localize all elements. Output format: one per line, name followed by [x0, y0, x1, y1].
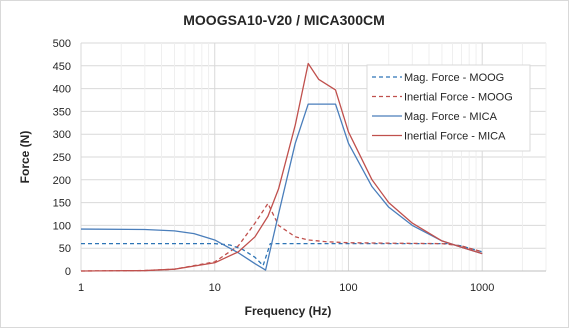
y-tick-label: 250 — [53, 152, 71, 164]
x-tick-label: 100 — [339, 282, 357, 294]
legend: Mag. Force - MOOG Inertial Force - MOOG Ma… — [366, 64, 531, 152]
legend-label-4: Inertial Force - MICA — [404, 131, 506, 143]
x-tick-label: 1 — [78, 282, 84, 294]
y-tick-label: 400 — [53, 84, 71, 96]
legend-label-2: Inertial Force - MOOG — [404, 92, 513, 104]
x-tick-label: 1000 — [470, 282, 494, 294]
chart-title: MOOGSA10-V20 / MICA300CM — [183, 12, 385, 28]
x-axis-title: Frequency (Hz) — [245, 304, 332, 318]
legend-label-3: Mag. Force - MICA — [404, 111, 498, 123]
y-tick-label: 50 — [59, 243, 71, 255]
series-line-3 — [80, 103, 483, 271]
y-tick-label: 100 — [53, 220, 71, 232]
series-lines — [80, 62, 483, 272]
series-line-1 — [81, 242, 483, 267]
y-tick-label: 200 — [53, 175, 71, 187]
y-tick-label: 350 — [53, 106, 71, 118]
x-tick-label: 10 — [209, 282, 221, 294]
y-tick-label: 500 — [53, 38, 71, 50]
series-line-4 — [80, 62, 483, 272]
y-axis-title: Force (N) — [18, 131, 32, 184]
axes: 0 50 100 150 200 250 300 350 400 450 500 1 10 100 1000 — [53, 38, 546, 294]
y-tick-label: 0 — [65, 266, 71, 278]
y-tick-label: 150 — [53, 198, 71, 210]
y-tick-label: 450 — [53, 61, 71, 73]
grid — [80, 42, 547, 272]
legend-box — [366, 64, 531, 152]
y-tick-label: 300 — [53, 129, 71, 141]
legend-label-1: Mag. Force - MOOG — [404, 72, 504, 84]
series-line-2 — [80, 202, 483, 272]
